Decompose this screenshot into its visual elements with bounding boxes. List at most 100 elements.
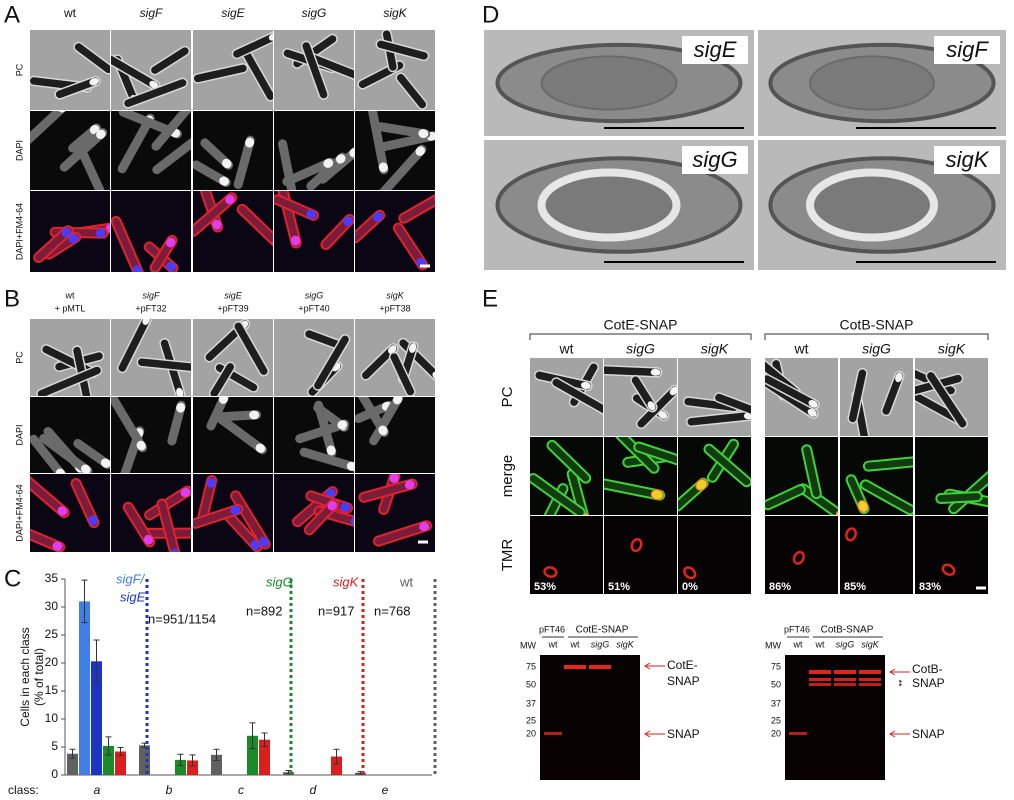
cell xyxy=(213,412,267,455)
cell xyxy=(392,222,429,271)
mw-marker: 37 xyxy=(771,698,781,708)
nucleoid xyxy=(306,209,317,219)
spore xyxy=(142,319,151,325)
cells xyxy=(295,400,354,472)
cells xyxy=(278,139,354,190)
micrograph xyxy=(915,358,988,436)
spore-signal xyxy=(683,566,697,580)
lane-label: wt xyxy=(570,639,580,649)
column-header: sigK xyxy=(383,6,407,20)
spore xyxy=(988,463,1004,478)
bar xyxy=(103,745,114,775)
cell xyxy=(378,144,427,190)
spore xyxy=(808,399,818,408)
arrow xyxy=(644,730,665,738)
percentage: 0% xyxy=(682,581,698,593)
cells xyxy=(193,30,273,102)
cell xyxy=(236,203,273,251)
cell xyxy=(299,447,354,472)
micrograph xyxy=(274,474,354,552)
nucleoid xyxy=(100,458,110,468)
annotation: n=917 xyxy=(318,603,355,618)
cell xyxy=(373,520,432,547)
cells xyxy=(847,367,905,436)
cell xyxy=(550,377,603,416)
micrograph xyxy=(355,111,435,190)
nucleoid xyxy=(170,548,180,552)
micrograph xyxy=(678,437,751,515)
cell xyxy=(880,370,905,417)
bar xyxy=(91,661,102,775)
cells xyxy=(30,474,100,552)
micrograph xyxy=(111,191,191,272)
nucleoid xyxy=(378,425,388,436)
cells xyxy=(111,45,191,109)
cell xyxy=(30,474,70,519)
cell xyxy=(604,364,663,378)
nucleoid xyxy=(166,237,176,248)
percentage: 83% xyxy=(919,581,941,593)
y-tick-label: 15 xyxy=(45,683,59,697)
lane-label: wt xyxy=(548,639,558,649)
cells xyxy=(206,397,267,455)
gel-label: pFT46 xyxy=(784,624,810,634)
nucleoid xyxy=(418,129,429,139)
cell xyxy=(713,392,751,418)
micrograph xyxy=(530,437,603,515)
micrograph xyxy=(604,437,677,515)
column-header: sigK xyxy=(938,341,966,357)
micrograph xyxy=(193,474,273,552)
column-header: +pFT32 xyxy=(135,303,166,313)
spore xyxy=(647,401,656,411)
error-bar xyxy=(261,732,268,747)
nucleoid xyxy=(389,474,399,483)
cell xyxy=(193,192,238,237)
spore-signal xyxy=(630,537,643,553)
cells xyxy=(845,527,857,542)
spore xyxy=(807,408,817,417)
band xyxy=(564,665,586,669)
cell xyxy=(862,455,913,472)
cells xyxy=(367,111,435,190)
arrow xyxy=(889,668,910,676)
series-label: sigK xyxy=(333,574,360,589)
series-label: wt xyxy=(399,574,413,589)
column-header: sigK xyxy=(701,341,729,357)
cell xyxy=(233,321,270,377)
cell xyxy=(847,367,868,424)
column-header: sigG xyxy=(626,341,655,357)
x-tick-label: b xyxy=(166,783,173,797)
x-tick-label: c xyxy=(238,783,244,797)
spore xyxy=(857,499,869,513)
cells xyxy=(355,191,435,271)
cells xyxy=(845,455,913,515)
y-tick-label: 35 xyxy=(45,571,59,585)
nucleoid xyxy=(325,488,336,498)
cell xyxy=(30,111,69,145)
image-bg xyxy=(678,516,751,594)
spore xyxy=(268,33,273,41)
nucleoid xyxy=(255,443,266,453)
percentage: 51% xyxy=(608,581,630,593)
mw-label: MW xyxy=(765,640,781,650)
cell xyxy=(801,444,822,500)
micrograph xyxy=(193,191,273,272)
mw-marker: 37 xyxy=(526,698,536,708)
spore xyxy=(895,372,903,383)
cells xyxy=(792,550,805,565)
band xyxy=(789,732,807,735)
cells xyxy=(30,41,110,100)
cells xyxy=(358,474,432,547)
micrograph xyxy=(111,474,191,552)
mw-label: MW xyxy=(520,640,536,650)
lane-label: sigK xyxy=(861,639,880,649)
cell xyxy=(74,141,109,190)
micrograph xyxy=(604,358,677,436)
nucleoid xyxy=(373,212,383,222)
nucleoid xyxy=(166,261,176,272)
annotation: n=768 xyxy=(374,603,411,618)
cell xyxy=(54,75,101,100)
group-header: CotE-SNAP xyxy=(604,317,678,333)
micrograph xyxy=(111,319,191,396)
micrograph xyxy=(274,30,354,110)
